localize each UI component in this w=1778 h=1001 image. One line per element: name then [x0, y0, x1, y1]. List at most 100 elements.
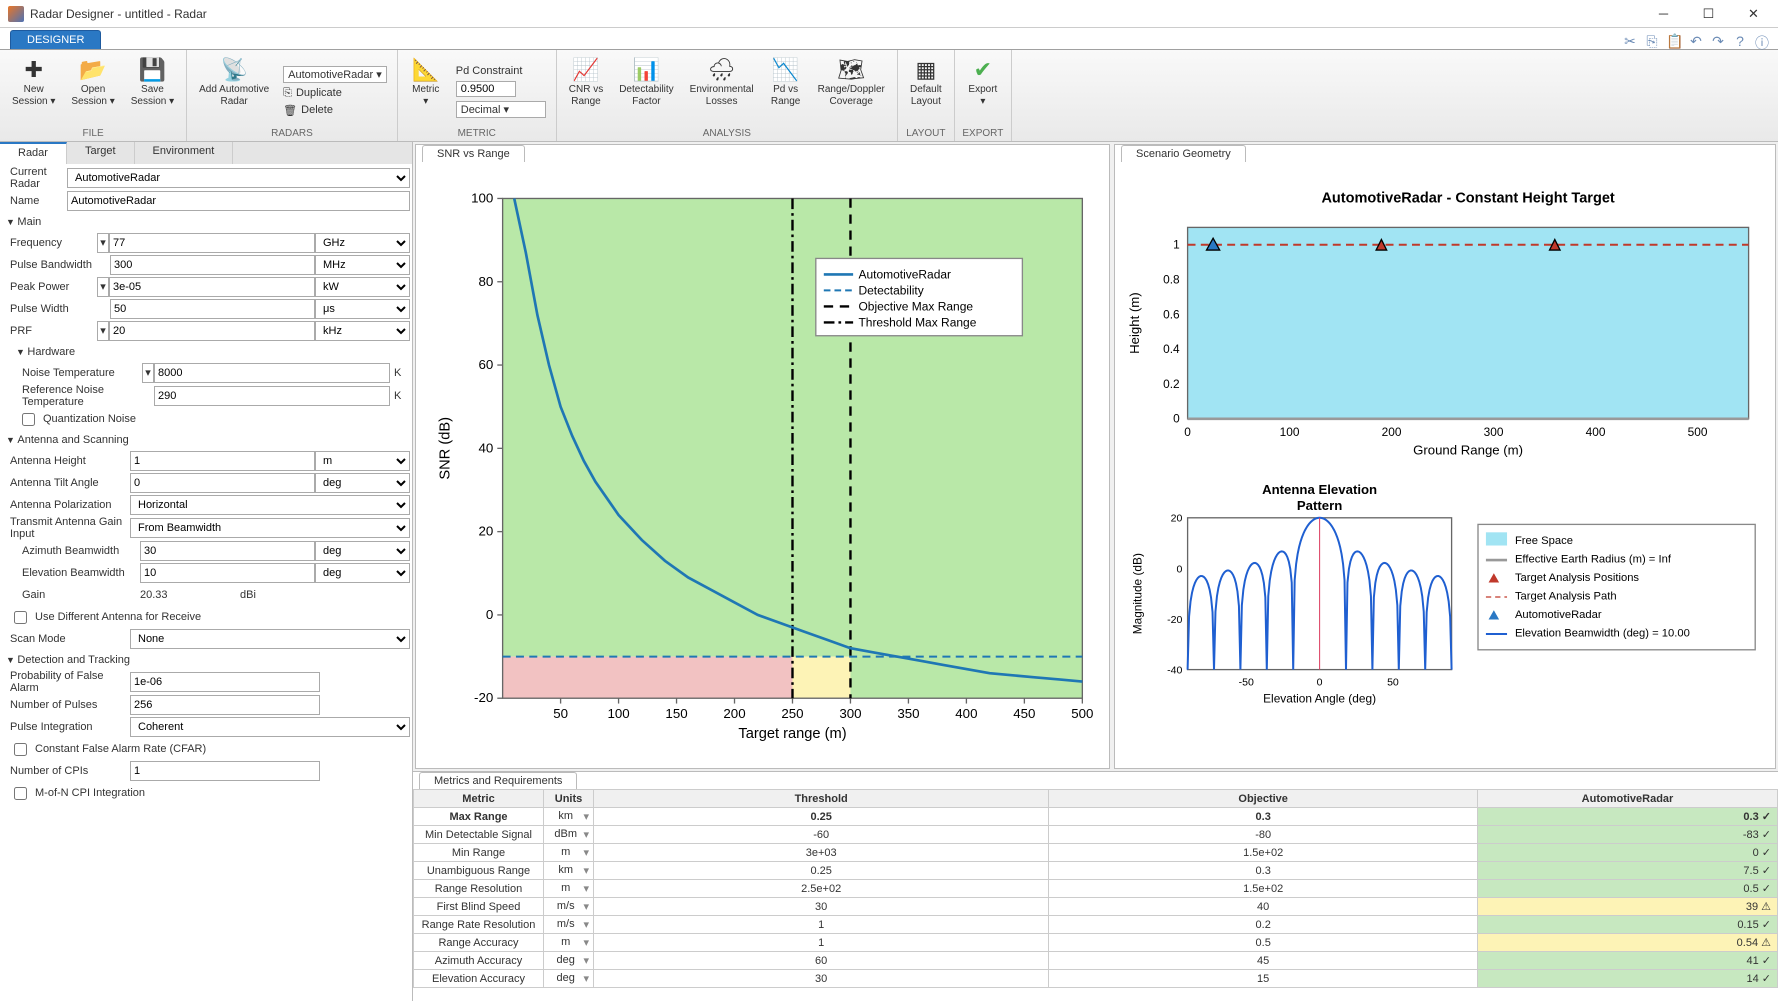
metric-objective[interactable]: 15 [1049, 970, 1478, 988]
metric-unit[interactable]: deg ▾ [544, 952, 594, 970]
copy-icon[interactable]: ⎘ [1644, 33, 1660, 49]
pw-unit[interactable]: μs [315, 299, 410, 319]
open-session-button[interactable]: 📂Open Session ▾ [65, 54, 120, 128]
designer-tab[interactable]: DESIGNER [10, 30, 101, 49]
metric-unit[interactable]: m/s ▾ [544, 898, 594, 916]
metric-unit[interactable]: m ▾ [544, 934, 594, 952]
cfar-checkbox[interactable] [14, 743, 27, 756]
eb-input[interactable] [140, 563, 315, 583]
scenario-tab[interactable]: Scenario Geometry [1121, 145, 1246, 162]
prf-unit[interactable]: kHz [315, 321, 410, 341]
metric-objective[interactable]: 45 [1049, 952, 1478, 970]
default-layout-button[interactable]: ▦Default Layout [904, 54, 948, 128]
metric-objective[interactable]: 1.5e+02 [1049, 844, 1478, 862]
metric-unit[interactable]: km ▾ [544, 862, 594, 880]
antenna-section[interactable]: Antenna and Scanning [2, 430, 410, 450]
metric-unit[interactable]: deg ▾ [544, 970, 594, 988]
close-button[interactable]: ✕ [1731, 0, 1776, 28]
new-session-button[interactable]: ✚New Session ▾ [6, 54, 61, 128]
prf-input[interactable] [109, 321, 315, 341]
pw-input[interactable] [110, 299, 315, 319]
radar-selector[interactable]: AutomotiveRadar ▾ [279, 65, 391, 84]
cut-icon[interactable]: ✂ [1622, 33, 1638, 49]
metric-objective[interactable]: 1.5e+02 [1049, 880, 1478, 898]
eb-unit[interactable]: deg [315, 563, 410, 583]
maximize-button[interactable]: ☐ [1686, 0, 1731, 28]
metric-threshold[interactable]: 1 [594, 916, 1049, 934]
cnr-vs-range-button[interactable]: 📈CNR vs Range [563, 54, 609, 128]
range-doppler-button[interactable]: 🗺Range/Doppler Coverage [812, 54, 891, 128]
current-radar-select[interactable]: AutomotiveRadar [67, 168, 410, 188]
at-input[interactable] [130, 473, 315, 493]
uda-checkbox[interactable] [14, 611, 27, 624]
pfa-input[interactable] [130, 672, 320, 692]
metric-threshold[interactable]: 2.5e+02 [594, 880, 1049, 898]
metric-objective[interactable]: 0.2 [1049, 916, 1478, 934]
about-icon[interactable]: ⓘ [1754, 33, 1770, 49]
radar-tab[interactable]: Radar [0, 142, 67, 164]
pd-constraint-input[interactable] [456, 81, 516, 97]
metric-unit[interactable]: m ▾ [544, 880, 594, 898]
metric-threshold[interactable]: 30 [594, 970, 1049, 988]
target-tab[interactable]: Target [67, 142, 135, 164]
freq-input[interactable] [109, 233, 315, 253]
undo-icon[interactable]: ↶ [1688, 33, 1704, 49]
metric-unit[interactable]: dBm ▾ [544, 826, 594, 844]
np-input[interactable] [130, 695, 320, 715]
detection-section[interactable]: Detection and Tracking [2, 650, 410, 670]
env-losses-button[interactable]: 🌧Environmental Losses [684, 54, 760, 128]
name-input[interactable] [67, 191, 410, 211]
metric-objective[interactable]: -80 [1049, 826, 1478, 844]
metric-unit[interactable]: m ▾ [544, 844, 594, 862]
metric-objective[interactable]: 40 [1049, 898, 1478, 916]
export-button[interactable]: ✔Export ▾ [961, 54, 1005, 128]
pd-vs-range-button[interactable]: 📉Pd vs Range [764, 54, 808, 128]
metric-objective[interactable]: 0.3 [1049, 862, 1478, 880]
pbw-unit[interactable]: MHz [315, 255, 410, 275]
minimize-button[interactable]: ─ [1641, 0, 1686, 28]
at-unit[interactable]: deg [315, 473, 410, 493]
metric-objective[interactable]: 0.3 [1049, 808, 1478, 826]
metrics-tab[interactable]: Metrics and Requirements [419, 772, 577, 789]
redo-icon[interactable]: ↷ [1710, 33, 1726, 49]
pp-unit[interactable]: kW [315, 277, 410, 297]
nt-input[interactable] [154, 363, 390, 383]
pi-select[interactable]: Coherent [130, 717, 410, 737]
metric-threshold[interactable]: 1 [594, 934, 1049, 952]
pbw-input[interactable] [110, 255, 315, 275]
rnt-input[interactable] [154, 386, 390, 406]
ah-input[interactable] [130, 451, 315, 471]
freq-unit[interactable]: GHz [315, 233, 410, 253]
ncpi-input[interactable] [130, 761, 320, 781]
metric-unit[interactable]: m/s ▾ [544, 916, 594, 934]
environment-tab[interactable]: Environment [135, 142, 234, 164]
pp-input[interactable] [109, 277, 315, 297]
metric-threshold[interactable]: 60 [594, 952, 1049, 970]
metric-objective[interactable]: 0.5 [1049, 934, 1478, 952]
metric-button[interactable]: 📐Metric ▾ [404, 54, 448, 128]
metric-threshold[interactable]: 0.25 [594, 808, 1049, 826]
mn-checkbox[interactable] [14, 787, 27, 800]
qn-checkbox[interactable] [22, 413, 35, 426]
main-section[interactable]: Main [2, 212, 410, 232]
paste-icon[interactable]: 📋 [1666, 33, 1682, 49]
help-icon[interactable]: ? [1732, 33, 1748, 49]
tag-select[interactable]: From Beamwidth [130, 518, 410, 538]
metric-threshold[interactable]: -60 [594, 826, 1049, 844]
decimal-selector[interactable]: Decimal ▾ [452, 100, 550, 119]
detectability-button[interactable]: 📊Detectability Factor [613, 54, 679, 128]
metric-unit[interactable]: km ▾ [544, 808, 594, 826]
ap-select[interactable]: Horizontal [130, 495, 410, 515]
save-session-button[interactable]: 💾Save Session ▾ [125, 54, 180, 128]
metric-threshold[interactable]: 0.25 [594, 862, 1049, 880]
sm-select[interactable]: None [130, 629, 410, 649]
delete-button[interactable]: 🗑Delete [279, 103, 391, 118]
add-radar-button[interactable]: 📡Add Automotive Radar [193, 54, 275, 128]
metric-threshold[interactable]: 3e+03 [594, 844, 1049, 862]
snr-tab[interactable]: SNR vs Range [422, 145, 525, 162]
duplicate-button[interactable]: ⎘Duplicate [279, 86, 391, 101]
hardware-section[interactable]: Hardware [2, 342, 410, 362]
ab-unit[interactable]: deg [315, 541, 410, 561]
ab-input[interactable] [140, 541, 315, 561]
ah-unit[interactable]: m [315, 451, 410, 471]
